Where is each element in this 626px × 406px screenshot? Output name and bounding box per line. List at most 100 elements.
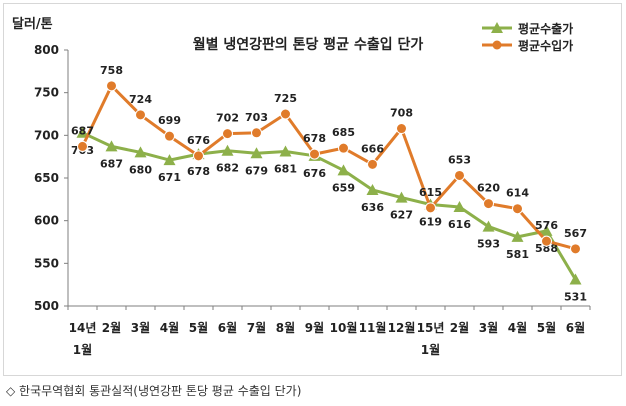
data-point xyxy=(570,243,581,255)
y-tick-label: 700 xyxy=(34,128,59,142)
x-tick-label: 5월 xyxy=(537,320,556,335)
data-point xyxy=(395,191,408,203)
data-label: 593 xyxy=(477,238,500,251)
data-point xyxy=(76,126,89,138)
y-tick-label: 650 xyxy=(34,171,59,185)
x-tick-label: 5월 xyxy=(189,320,208,335)
x-tick-label: 1월 xyxy=(421,342,440,357)
data-label: 671 xyxy=(158,171,181,184)
data-point xyxy=(164,130,175,142)
axes: 500 550 600 650 700 750 800 14년 1월 2월 3월 4월 5월 6월 7월 8월… xyxy=(34,43,591,357)
data-point xyxy=(569,273,582,285)
x-tick-label: 12월 xyxy=(388,320,416,335)
data-label: 615 xyxy=(419,186,442,199)
data-point xyxy=(511,230,524,242)
data-label: 676 xyxy=(303,167,326,180)
data-label: 653 xyxy=(448,153,471,166)
data-point xyxy=(337,164,350,176)
x-tick-label: 15년 xyxy=(417,321,445,335)
series-line xyxy=(81,131,577,281)
data-label: 725 xyxy=(274,92,297,105)
y-axis-label: 달러/톤 xyxy=(12,16,53,32)
chart-title: 월별 냉연강판의 톤당 평균 수출입 단가 xyxy=(193,36,424,53)
data-point xyxy=(396,123,407,135)
data-label: 682 xyxy=(216,162,239,175)
data-label: 567 xyxy=(564,227,587,240)
legend-label: 평균수출가 xyxy=(518,21,573,36)
data-point xyxy=(280,108,291,120)
data-point xyxy=(540,224,553,236)
data-label: 676 xyxy=(187,134,210,147)
x-tick-label: 10월 xyxy=(330,320,358,335)
x-tick-label: 2월 xyxy=(450,320,469,335)
data-label: 680 xyxy=(129,163,152,176)
data-point xyxy=(279,145,292,157)
data-label: 678 xyxy=(187,165,210,178)
series-layer: 703 687 680 671 678 682 679 681 676 659 636 627 619 6… xyxy=(71,64,587,304)
x-tick-label: 6월 xyxy=(218,320,237,335)
data-label: 620 xyxy=(477,182,500,195)
x-tick-label: 7월 xyxy=(247,320,266,335)
x-tick-label: 9월 xyxy=(305,320,324,335)
x-tick-label: 6월 xyxy=(566,320,585,335)
data-point xyxy=(425,202,436,214)
data-point xyxy=(483,198,494,210)
data-label: 685 xyxy=(332,126,355,139)
data-label: 679 xyxy=(245,164,268,177)
data-point xyxy=(366,183,379,195)
data-label: 687 xyxy=(71,124,94,137)
y-tick-label: 750 xyxy=(34,86,59,100)
source-caption: ◇ 한국무역협회 통관실적(냉연강판 톤당 평균 수출입 단가) xyxy=(6,384,302,398)
data-label: 666 xyxy=(361,142,384,155)
data-point xyxy=(106,80,117,92)
legend-marker xyxy=(492,40,502,50)
data-label: 681 xyxy=(274,163,297,176)
series-2: 687 758 724 699 676 702 703 725 678 685 666 708 615 6… xyxy=(71,64,587,255)
data-label: 576 xyxy=(535,219,558,232)
x-tick-label: 14년 xyxy=(69,321,97,335)
data-label: 702 xyxy=(216,112,239,125)
data-point xyxy=(541,235,552,247)
data-point xyxy=(367,158,378,170)
legend-label: 평균수입가 xyxy=(518,38,573,53)
x-tick-label: 4월 xyxy=(508,320,527,335)
data-label: 678 xyxy=(303,132,326,145)
data-point xyxy=(135,109,146,121)
data-point xyxy=(222,128,233,140)
data-point xyxy=(134,146,147,158)
data-label: 703 xyxy=(245,111,268,124)
x-tick-label: 3월 xyxy=(131,320,150,335)
x-tick-label: 1월 xyxy=(73,342,92,357)
data-point xyxy=(454,169,465,181)
data-point xyxy=(338,142,349,154)
series-line xyxy=(81,84,576,251)
x-tick-label: 2월 xyxy=(102,320,121,335)
data-point xyxy=(482,220,495,232)
data-label: 708 xyxy=(390,107,413,120)
data-label: 659 xyxy=(332,181,355,194)
data-label: 627 xyxy=(390,209,413,222)
data-label: 588 xyxy=(535,242,558,255)
data-label: 581 xyxy=(506,248,529,261)
data-point xyxy=(309,148,320,160)
data-point xyxy=(250,147,263,159)
data-label: 619 xyxy=(419,215,442,228)
data-label: 636 xyxy=(361,201,384,214)
data-point xyxy=(163,154,176,166)
data-point xyxy=(453,201,466,213)
data-point xyxy=(105,140,118,152)
data-point xyxy=(512,203,523,215)
data-label: 687 xyxy=(100,157,123,170)
data-label: 699 xyxy=(158,114,181,127)
x-tick-label: 3월 xyxy=(479,320,498,335)
y-tick-label: 600 xyxy=(34,214,59,228)
line-chart: 월별 냉연강판의 톤당 평균 수출입 단가 달러/톤 500 550 600 650 7… xyxy=(12,16,591,357)
data-point xyxy=(221,144,234,156)
chart-frame: 월별 냉연강판의 톤당 평균 수출입 단가 달러/톤 500 550 600 650 7… xyxy=(3,3,622,376)
data-label: 531 xyxy=(564,291,587,304)
y-tick-label: 800 xyxy=(34,43,59,57)
data-label: 614 xyxy=(506,187,529,200)
series-1: 7036876806716786826796816766596366276196… xyxy=(71,126,587,304)
x-tick-label: 4월 xyxy=(160,320,179,335)
